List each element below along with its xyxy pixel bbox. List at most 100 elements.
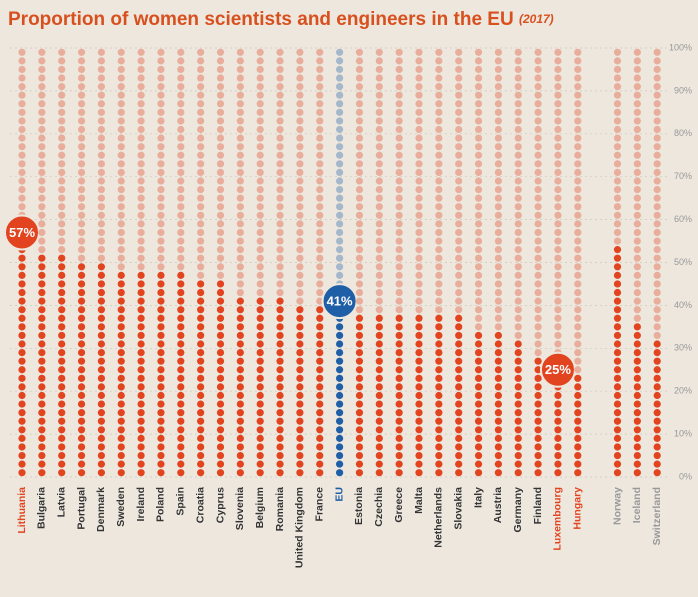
dot	[157, 237, 165, 245]
dot	[58, 297, 66, 305]
dot	[435, 143, 443, 151]
dot	[455, 383, 463, 391]
dot	[455, 409, 463, 417]
dot	[97, 237, 105, 245]
dot	[236, 417, 244, 425]
dot	[296, 57, 304, 65]
y-tick-label: 30%	[674, 343, 692, 353]
dot	[296, 340, 304, 348]
dot	[355, 306, 364, 314]
dot	[216, 323, 225, 331]
dot	[296, 254, 304, 262]
dot	[574, 263, 582, 271]
dot	[435, 357, 443, 365]
dot	[653, 400, 661, 408]
dot	[633, 417, 641, 425]
dot	[137, 391, 145, 400]
dot	[494, 134, 502, 142]
dot	[18, 108, 26, 116]
dot	[236, 108, 244, 116]
dot	[157, 254, 165, 262]
dot	[474, 143, 483, 151]
dot	[494, 451, 502, 460]
dot	[38, 143, 46, 151]
dot	[455, 220, 463, 228]
dot	[415, 263, 423, 271]
dot	[256, 280, 264, 288]
dot	[58, 280, 66, 288]
dot	[18, 348, 26, 357]
dot	[197, 451, 205, 460]
dot	[514, 194, 522, 202]
dot	[18, 117, 26, 125]
dot	[355, 417, 364, 425]
dot	[157, 323, 165, 331]
dot	[435, 185, 443, 194]
dot	[197, 48, 205, 56]
dot	[554, 331, 562, 340]
dot	[613, 91, 622, 99]
dot	[58, 469, 66, 477]
dot	[256, 74, 264, 82]
dot	[613, 469, 622, 477]
dot	[355, 237, 364, 245]
dot	[256, 143, 264, 151]
dot	[435, 348, 443, 357]
dot	[256, 288, 264, 297]
x-tick-label: Romania	[274, 487, 286, 532]
dot	[177, 125, 185, 134]
dot	[256, 151, 264, 159]
dot	[633, 237, 641, 245]
dot	[395, 383, 403, 391]
dot	[375, 91, 383, 99]
dot	[276, 168, 284, 177]
dot	[435, 426, 443, 434]
dot	[236, 348, 244, 357]
dot	[276, 57, 284, 65]
dot	[18, 134, 26, 142]
dot	[494, 220, 502, 228]
dot	[574, 426, 582, 434]
dot	[494, 374, 502, 382]
dot	[157, 246, 165, 254]
dot	[77, 409, 86, 417]
dot	[574, 108, 582, 116]
dot	[435, 306, 443, 314]
dot	[77, 451, 86, 460]
dot	[395, 288, 403, 297]
dot	[316, 306, 324, 314]
dot	[554, 134, 562, 142]
dot	[395, 271, 403, 279]
dot	[276, 331, 284, 340]
dot	[316, 357, 324, 365]
dot	[77, 280, 86, 288]
dot	[236, 434, 244, 442]
dot	[494, 469, 502, 477]
dot	[355, 203, 364, 211]
dot	[355, 271, 364, 279]
dot	[18, 306, 26, 314]
y-tick-label: 70%	[674, 171, 692, 181]
dot	[296, 177, 304, 185]
dot	[316, 314, 324, 322]
dot	[336, 391, 344, 400]
dot	[415, 400, 423, 408]
dot	[574, 288, 582, 297]
dot	[97, 297, 105, 305]
dot	[316, 160, 324, 168]
dot	[395, 280, 403, 288]
dot	[296, 331, 304, 340]
dot	[336, 57, 344, 65]
dot	[415, 74, 423, 82]
dot	[197, 203, 205, 211]
dot	[97, 91, 105, 99]
dot	[236, 366, 244, 374]
dot	[236, 185, 244, 194]
dot	[58, 211, 66, 219]
dot	[276, 460, 284, 468]
dot	[216, 185, 225, 194]
dot	[38, 108, 46, 116]
dot	[336, 143, 344, 151]
dot	[77, 443, 86, 451]
dot	[375, 246, 383, 254]
